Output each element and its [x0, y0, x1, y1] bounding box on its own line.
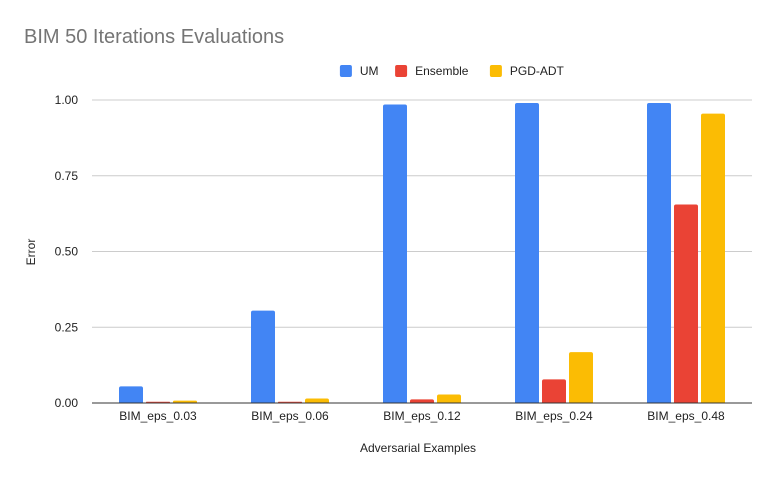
bar-pgd-adt	[437, 394, 461, 403]
bar-ensemble	[674, 204, 698, 403]
chart-title: BIM 50 Iterations Evaluations	[24, 26, 284, 48]
x-tick-label: BIM_eps_0.06	[251, 409, 329, 423]
legend-label: PGD-ADT	[510, 64, 565, 78]
x-tick-label: BIM_eps_0.24	[515, 409, 593, 423]
x-tick-label: BIM_eps_0.03	[119, 409, 197, 423]
bars	[119, 103, 725, 404]
bar-ensemble	[410, 399, 434, 403]
bar-pgd-adt	[569, 352, 593, 403]
bar-um	[515, 103, 539, 403]
y-tick-label: 0.25	[55, 320, 79, 334]
legend-label: Ensemble	[415, 64, 469, 78]
x-axis-title: Adversarial Examples	[360, 441, 476, 455]
y-tick-label: 0.00	[55, 396, 79, 410]
bar-um	[647, 103, 671, 403]
gridlines	[92, 99, 752, 328]
y-tick-label: 1.00	[55, 93, 79, 107]
bar-um	[119, 386, 143, 403]
x-axis-ticks: BIM_eps_0.03 BIM_eps_0.06 BIM_eps_0.12 BIM_…	[119, 409, 725, 423]
bar-pgd-adt	[305, 398, 329, 403]
legend-swatch	[395, 65, 408, 77]
bar-ensemble	[542, 379, 566, 403]
x-tick-label: BIM_eps_0.12	[383, 409, 461, 423]
y-axis-ticks: 0.00 0.25 0.50 0.75 1.00	[55, 93, 79, 410]
y-tick-label: 0.50	[55, 245, 79, 259]
bar-um	[251, 310, 275, 403]
bar-pgd-adt	[701, 113, 725, 403]
bar-pgd-adt	[173, 400, 197, 403]
legend-label: UM	[360, 64, 379, 78]
legend: UM Ensemble PGD-ADT	[339, 64, 565, 78]
bar-um	[383, 104, 407, 404]
legend-swatch	[489, 65, 502, 77]
x-tick-label: BIM_eps_0.48	[647, 409, 725, 423]
y-tick-label: 0.75	[55, 169, 79, 183]
y-axis-title: Error	[24, 239, 38, 266]
legend-swatch	[339, 65, 352, 77]
